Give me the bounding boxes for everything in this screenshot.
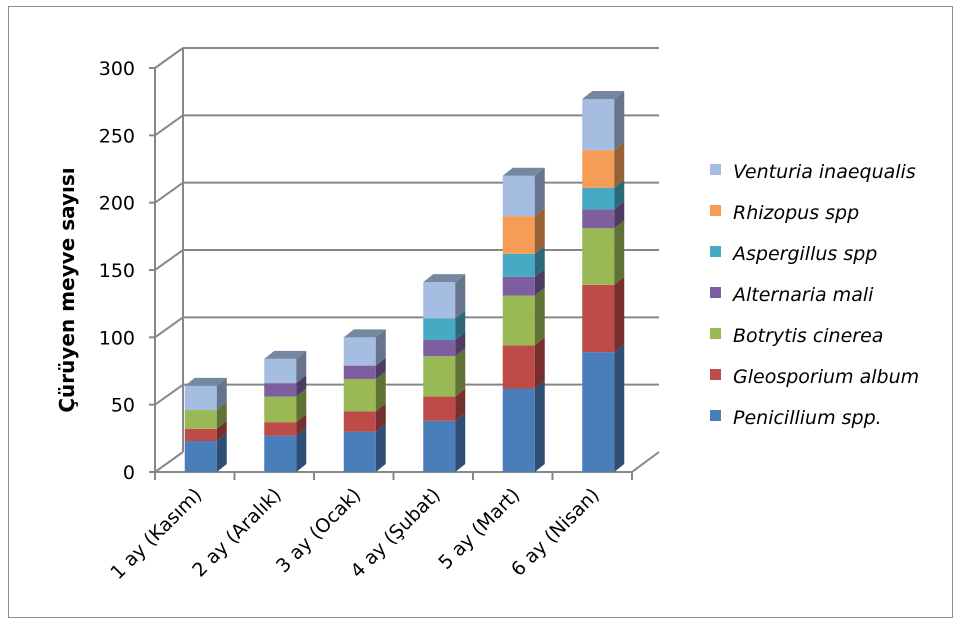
gridline-side: [154, 47, 184, 69]
bar-segment: [343, 357, 386, 380]
bar-segment: [343, 403, 386, 432]
bars: [184, 90, 625, 472]
bar-segment: [502, 245, 545, 277]
bar-segment: [264, 427, 307, 472]
gridline-side: [154, 249, 184, 271]
bar-segment: [502, 380, 545, 472]
legend-swatch: [710, 410, 721, 421]
legend-label: Botrytis cinerea: [733, 325, 883, 347]
bar-segment: [264, 350, 307, 384]
bar-segment: [343, 371, 386, 412]
legend-item: Botrytis cinerea: [710, 325, 883, 347]
y-tick-label: 150: [99, 260, 135, 282]
legend-swatch: [710, 287, 721, 298]
y-tick-label: 200: [99, 193, 135, 215]
bar-segment: [582, 220, 625, 285]
legend-item: Penicillium spp.: [710, 407, 882, 429]
bar-segment: [423, 348, 466, 397]
bar-segment: [582, 201, 625, 229]
bar-segment: [582, 344, 625, 472]
gridline-side: [154, 181, 184, 204]
bar-segment: [423, 310, 466, 341]
bar-segment: [184, 402, 227, 429]
legend-item: Aspergillus spp: [710, 243, 877, 265]
y-tick-label: 300: [99, 58, 135, 80]
y-tick-label: 250: [99, 125, 135, 147]
bar-segment: [184, 433, 227, 472]
legend-swatch: [710, 205, 721, 216]
legend-label: Gleosporium album: [733, 366, 919, 388]
legend-swatch: [710, 328, 721, 339]
bar-segment: [582, 142, 625, 188]
legend: Venturia inaequalis Rhizopus spp Aspergill…: [710, 161, 919, 429]
bar-segment: [502, 268, 545, 296]
bar-segment: [582, 276, 625, 353]
bar-segment: [184, 420, 227, 442]
y-axis-label: Çürüyen meyve sayısı: [55, 167, 79, 412]
legend-item: Venturia inaequalis: [710, 161, 916, 183]
bar-segment: [582, 179, 625, 210]
y-tick-label: 100: [99, 327, 135, 349]
legend-swatch: [710, 246, 721, 257]
bar-segment: [502, 337, 545, 389]
legend-item: Alternaria mali: [710, 284, 874, 306]
bar-segment: [423, 274, 466, 319]
gridlines: [154, 47, 659, 473]
bar-segment: [184, 377, 227, 411]
floor-edge: [631, 451, 660, 473]
bar-segment: [343, 423, 386, 472]
chart-frame: [8, 6, 953, 618]
bar-segment: [423, 388, 466, 421]
y-tick-label: 50: [111, 395, 135, 417]
legend-label: Aspergillus spp: [731, 243, 877, 265]
gridline-side: [154, 451, 184, 473]
bar-segment: [502, 287, 545, 346]
bar-segment: [343, 329, 386, 366]
bar-segment: [502, 208, 545, 254]
bar-segment: [423, 412, 466, 472]
bar-segment: [582, 90, 625, 151]
bar-segment: [264, 388, 307, 423]
legend-label: Venturia inaequalis: [733, 161, 916, 183]
bar-segment: [264, 375, 307, 397]
axes: [149, 48, 660, 480]
gridline-side: [154, 114, 184, 137]
legend-item: Rhizopus spp: [710, 202, 859, 224]
legend-swatch: [710, 164, 721, 175]
y-tick-label: 0: [123, 462, 135, 484]
gridline-side: [154, 383, 184, 406]
legend-label: Alternaria mali: [731, 284, 874, 306]
legend-label: Penicillium spp.: [733, 407, 882, 429]
bar-segment: [264, 414, 307, 436]
legend-label: Rhizopus spp: [733, 202, 859, 224]
bar-segment: [502, 167, 545, 217]
legend-swatch: [710, 369, 721, 380]
legend-item: Gleosporium album: [710, 366, 919, 388]
bar-segment: [423, 332, 466, 357]
gridline-side: [154, 316, 184, 339]
